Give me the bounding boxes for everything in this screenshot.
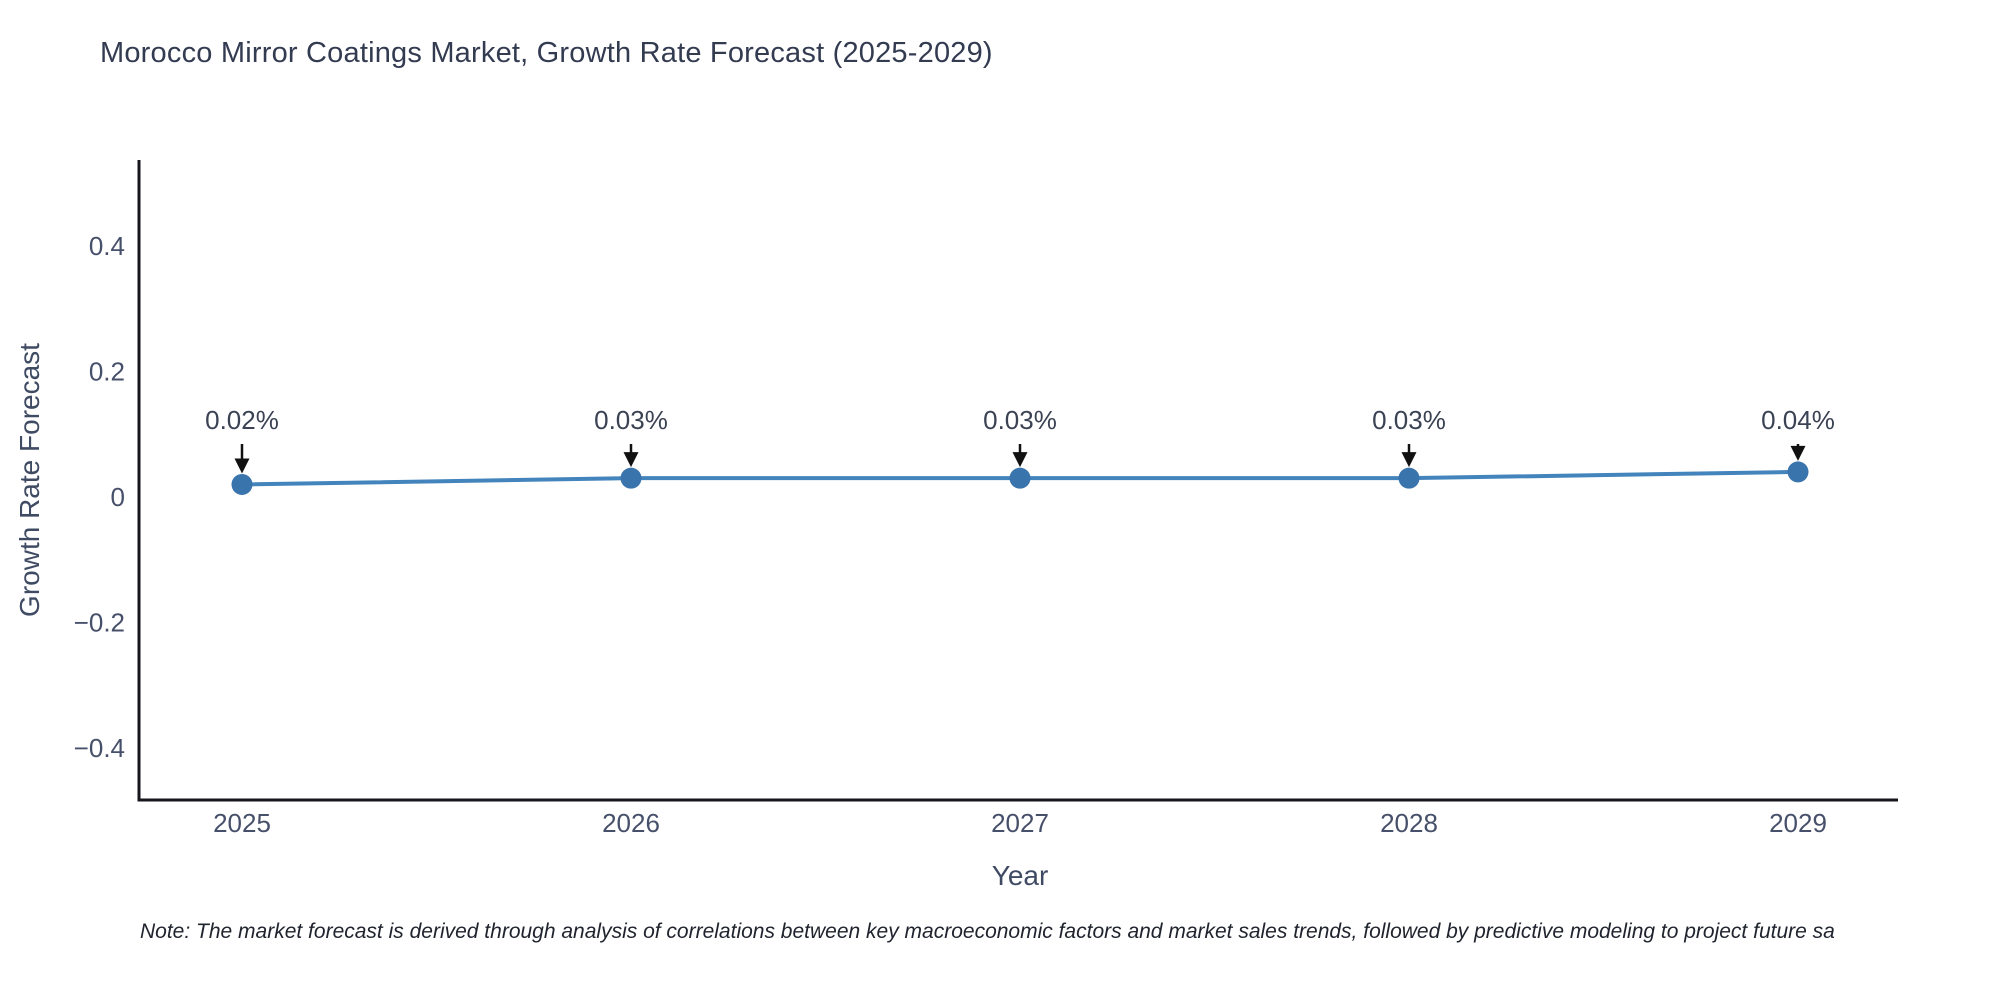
data-point-marker [1787, 461, 1809, 483]
data-point-label: 0.02% [205, 405, 279, 435]
y-tick-label: −0.4 [74, 733, 125, 763]
data-point-label: 0.03% [594, 405, 668, 435]
y-tick-label: −0.2 [74, 608, 125, 638]
data-point-marker [1009, 467, 1031, 489]
x-tick-label: 2029 [1769, 808, 1827, 838]
annotation-arrow-head [623, 452, 639, 468]
annotation-arrow-head [1012, 452, 1028, 468]
chart-title: Morocco Mirror Coatings Market, Growth R… [100, 37, 993, 69]
data-point-marker [231, 473, 253, 495]
data-point-marker [1398, 467, 1420, 489]
y-tick-label: 0.4 [89, 231, 125, 261]
data-point-label: 0.04% [1761, 405, 1835, 435]
y-tick-label: 0 [111, 482, 125, 512]
data-point-label: 0.03% [983, 405, 1057, 435]
data-point-label: 0.03% [1372, 405, 1446, 435]
x-axis-title: Year [991, 860, 1049, 891]
annotation-arrow-head [1790, 445, 1806, 461]
x-tick-label: 2026 [602, 808, 660, 838]
y-tick-label: 0.2 [89, 357, 125, 387]
x-tick-label: 2028 [1380, 808, 1438, 838]
x-tick-label: 2025 [213, 808, 271, 838]
x-tick-label: 2027 [991, 808, 1049, 838]
annotation-arrow-head [1401, 452, 1417, 468]
data-point-marker [620, 467, 642, 489]
annotation-arrow-head [234, 458, 250, 474]
footnote: Note: The market forecast is derived thr… [140, 920, 1835, 943]
